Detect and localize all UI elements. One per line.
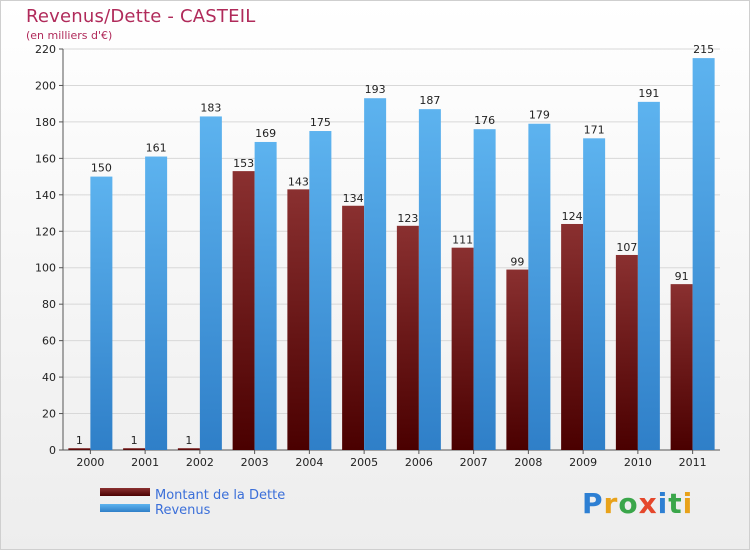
label-revenus-2011: 215 bbox=[693, 43, 714, 56]
label-debt-2003: 153 bbox=[233, 157, 254, 170]
chart-title: Revenus/Dette - CASTEIL bbox=[26, 6, 256, 27]
label-debt-2004: 143 bbox=[288, 175, 309, 188]
legend: Montant de la Dette Revenus bbox=[100, 488, 285, 518]
proxiti-logo: Proxiti bbox=[582, 487, 694, 520]
label-debt-2005: 134 bbox=[343, 192, 364, 205]
x-tick-label-2000: 2000 bbox=[76, 456, 104, 469]
label-revenus-2009: 171 bbox=[584, 123, 605, 136]
x-tick-label-2011: 2011 bbox=[679, 456, 707, 469]
label-revenus-2002: 183 bbox=[200, 101, 221, 114]
y-tick-label: 0 bbox=[49, 444, 56, 457]
legend-label-debt: Montant de la Dette bbox=[155, 488, 285, 503]
x-tick-label-2009: 2009 bbox=[569, 456, 597, 469]
bar-revenus-2004 bbox=[309, 131, 332, 451]
bar-revenus-2010 bbox=[637, 101, 660, 450]
bar-revenus-2002 bbox=[199, 116, 222, 450]
y-tick-label: 80 bbox=[42, 298, 56, 311]
x-tick-label-2005: 2005 bbox=[350, 456, 378, 469]
bar-revenus-2005 bbox=[364, 98, 387, 451]
bars bbox=[68, 58, 715, 451]
bar-debt-2007 bbox=[451, 247, 474, 450]
label-revenus-2010: 191 bbox=[638, 87, 659, 100]
y-tick-label: 60 bbox=[42, 335, 56, 348]
x-tick-label-2003: 2003 bbox=[241, 456, 269, 469]
y-tick-label: 160 bbox=[35, 152, 56, 165]
y-tick-label: 140 bbox=[35, 189, 56, 202]
y-tick-label: 120 bbox=[35, 225, 56, 238]
y-tick-label: 20 bbox=[42, 408, 56, 421]
bar-debt-2008 bbox=[506, 269, 529, 450]
label-revenus-2003: 169 bbox=[255, 127, 276, 140]
label-debt-2000: 1 bbox=[76, 434, 83, 447]
data-labels: 1 150 1 161 1 183 153 169 143 175 134 193 123 187 111 1… bbox=[76, 43, 714, 447]
bar-debt-2010 bbox=[615, 254, 638, 450]
bar-revenus-2000 bbox=[90, 176, 113, 450]
label-debt-2010: 107 bbox=[616, 241, 637, 254]
legend-swatch-debt bbox=[100, 488, 150, 496]
bar-debt-2009 bbox=[561, 223, 584, 450]
y-tick-label: 200 bbox=[35, 79, 56, 92]
x-tick-label-2007: 2007 bbox=[460, 456, 488, 469]
bar-revenus-2008 bbox=[528, 123, 551, 451]
label-debt-2011: 91 bbox=[675, 270, 689, 283]
bar-debt-2003 bbox=[232, 171, 255, 450]
gridlines bbox=[63, 48, 720, 415]
bar-debt-2000 bbox=[68, 448, 91, 450]
x-tick-label-2002: 2002 bbox=[186, 456, 214, 469]
label-revenus-2007: 176 bbox=[474, 114, 495, 127]
y-tick-label: 220 bbox=[35, 43, 56, 56]
label-debt-2008: 99 bbox=[510, 256, 524, 269]
label-revenus-2001: 161 bbox=[146, 142, 167, 155]
bar-debt-2004 bbox=[287, 189, 310, 450]
label-revenus-2006: 187 bbox=[419, 94, 440, 107]
x-tick-label-2004: 2004 bbox=[295, 456, 323, 469]
chart-subtitle: (en milliers d'€) bbox=[26, 29, 113, 42]
bar-revenus-2009 bbox=[583, 138, 606, 450]
label-debt-2002: 1 bbox=[185, 434, 192, 447]
bar-revenus-2001 bbox=[145, 156, 168, 451]
y-tick-label: 180 bbox=[35, 116, 56, 129]
bar-revenus-2007 bbox=[473, 129, 496, 450]
bar-debt-2011 bbox=[670, 284, 693, 450]
legend-label-revenus: Revenus bbox=[155, 503, 211, 518]
bar-revenus-2011 bbox=[692, 58, 715, 450]
axes: 0 20 40 60 80 100 120 140 160 180 200 220 2000 2001 20… bbox=[35, 43, 720, 469]
bar-debt-2006 bbox=[396, 225, 419, 450]
label-revenus-2004: 175 bbox=[310, 116, 331, 129]
label-revenus-2005: 193 bbox=[365, 83, 386, 96]
bar-debt-2005 bbox=[342, 205, 365, 450]
bar-debt-2001 bbox=[123, 448, 146, 450]
label-debt-2009: 124 bbox=[562, 210, 583, 223]
bar-revenus-2006 bbox=[418, 109, 441, 451]
label-debt-2006: 123 bbox=[397, 212, 418, 225]
x-tick-label-2006: 2006 bbox=[405, 456, 433, 469]
label-debt-2001: 1 bbox=[131, 434, 138, 447]
x-tick-label-2010: 2010 bbox=[624, 456, 652, 469]
y-tick-label: 100 bbox=[35, 262, 56, 275]
legend-swatch-revenus bbox=[100, 504, 150, 512]
x-tick-label-2008: 2008 bbox=[514, 456, 542, 469]
label-revenus-2000: 150 bbox=[91, 162, 112, 175]
y-tick-label: 40 bbox=[42, 371, 56, 384]
bar-revenus-2003 bbox=[254, 141, 277, 450]
x-tick-label-2001: 2001 bbox=[131, 456, 159, 469]
label-revenus-2008: 179 bbox=[529, 109, 550, 122]
label-debt-2007: 111 bbox=[452, 234, 473, 247]
bar-debt-2002 bbox=[177, 448, 200, 450]
